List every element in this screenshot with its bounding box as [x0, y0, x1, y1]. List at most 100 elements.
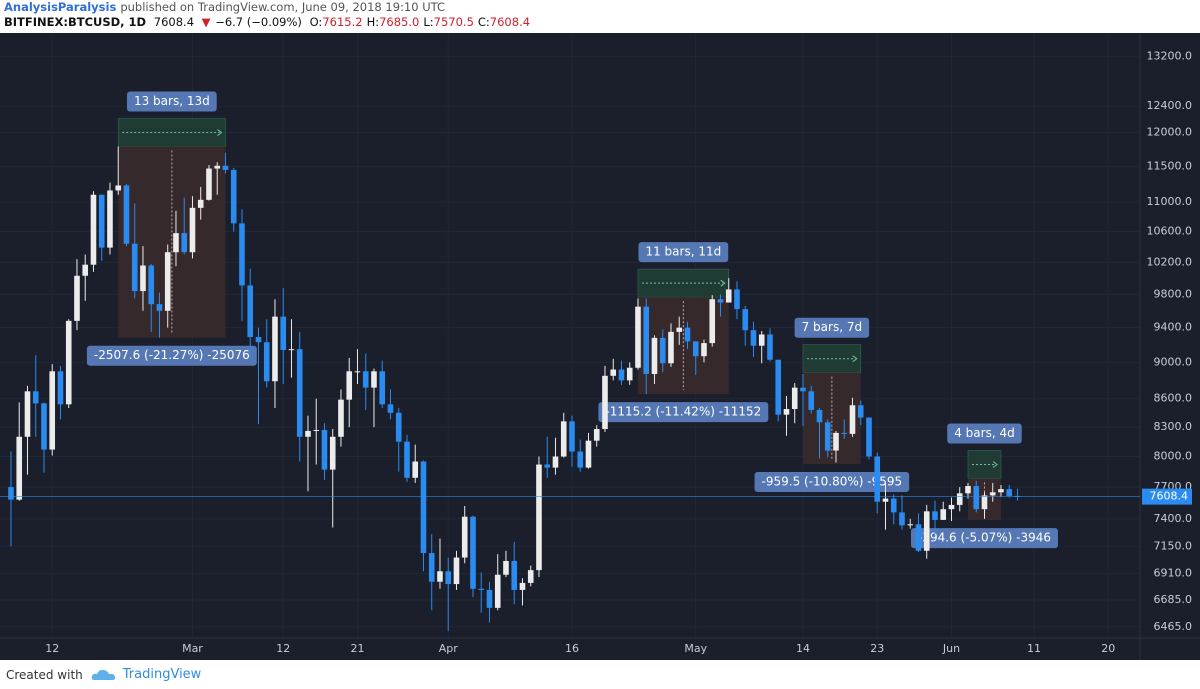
candle-body: [758, 334, 765, 346]
author[interactable]: AnalysisParalysis: [4, 0, 117, 14]
candle-body: [49, 371, 56, 450]
candle-body: [164, 252, 171, 311]
candle-body: [247, 285, 254, 338]
ohlc-key: L:: [423, 15, 434, 29]
x-tick-label: 14: [796, 642, 810, 655]
candle-body: [371, 371, 377, 388]
candle-body: [651, 337, 658, 375]
candle-body: [32, 391, 39, 404]
candle-body: [197, 199, 204, 208]
candle-body: [263, 342, 270, 382]
measures: [117, 118, 1002, 521]
candle-body: [874, 456, 881, 502]
candle-body: [816, 409, 823, 423]
candle-body: [445, 571, 452, 585]
candle-body: [676, 327, 683, 332]
candle-body: [734, 289, 740, 310]
x-tick-label: 12: [45, 642, 59, 655]
candle-body: [395, 412, 402, 442]
change-arrow: ▼: [201, 15, 211, 29]
logo: [91, 669, 115, 680]
candle-body: [222, 165, 229, 170]
candle-body: [338, 399, 344, 437]
candle-body: [321, 429, 328, 470]
published: published on TradingView.com, June 09, 2…: [120, 0, 445, 14]
candle-body: [296, 349, 303, 437]
brand[interactable]: TradingView: [122, 667, 202, 682]
x-tick-label: 20: [1101, 642, 1115, 655]
candle-body: [783, 409, 790, 415]
candle-body: [998, 489, 1004, 493]
last-price-tag: [1142, 488, 1192, 505]
y-tick-label: 12400.0: [1147, 99, 1193, 112]
candle-body: [742, 309, 749, 331]
candle-body: [775, 359, 782, 415]
candle-body: [948, 504, 955, 510]
candle-body: [989, 492, 996, 496]
candle-body: [882, 498, 889, 502]
arrow-head: [720, 279, 726, 287]
candle-body: [305, 430, 311, 437]
y-tick-label: 7150.0: [1154, 539, 1193, 552]
candle-body: [173, 233, 179, 253]
measure-label-bg: [910, 528, 1058, 549]
candle-body: [940, 509, 947, 520]
change: −6.7 (−0.09%): [215, 15, 302, 29]
candle-body: [206, 168, 212, 200]
candle-body: [890, 498, 897, 513]
arrow-head: [992, 461, 998, 468]
ohlc-value: 7615.2: [322, 15, 363, 29]
candle-body: [511, 560, 518, 590]
candle-body: [717, 299, 724, 303]
candle-body: [626, 367, 633, 381]
candle-body: [849, 405, 856, 434]
candle-body: [725, 289, 732, 303]
candle-body: [956, 493, 963, 505]
candle-body: [709, 299, 716, 344]
candle-body: [659, 337, 666, 364]
candle-body: [148, 265, 155, 305]
created-with: Created with: [6, 667, 83, 682]
candle-body: [932, 511, 938, 520]
candle-body: [808, 391, 815, 410]
measure-label-bg: [794, 317, 870, 338]
candle-body: [701, 343, 707, 357]
measure-label: 13 bars, 13d: [134, 94, 210, 108]
candle-body: [288, 349, 295, 351]
candle-body: [684, 327, 691, 342]
y-tick-label: 9000.0: [1154, 355, 1193, 368]
candle-body: [643, 306, 650, 375]
y-tick-label: 7400.0: [1154, 512, 1193, 525]
measure-label: -959.5 (-10.80%) -9595: [762, 475, 903, 489]
y-tick-label: 6910.0: [1154, 567, 1193, 580]
ohlc-key: O:: [309, 15, 323, 29]
measure-label-bg: [947, 423, 1022, 444]
candle-body: [841, 432, 848, 434]
last-price-label: 7608.4: [1150, 490, 1189, 503]
candle-body: [57, 371, 64, 405]
y-tick-label: 6685.0: [1154, 593, 1193, 606]
publish-line: AnalysisParalysis published on TradingVie…: [4, 0, 1200, 15]
candle-body: [404, 441, 410, 478]
y-tick-label: 8600.0: [1154, 392, 1193, 405]
measure-label: 11 bars, 11d: [645, 245, 721, 259]
candle-body: [857, 405, 864, 418]
candle-body: [329, 436, 336, 470]
candle-body: [791, 387, 798, 410]
measure-label: -1115.2 (-11.42%) -11152: [605, 405, 761, 419]
candle-body: [1006, 489, 1013, 496]
candle-body: [214, 165, 221, 169]
x-tick-label: 21: [350, 642, 364, 655]
candle-body: [115, 185, 122, 191]
candle-body: [74, 275, 80, 321]
measure-label: 4 bars, 4d: [954, 426, 1015, 440]
last-price: 7608.4: [153, 15, 195, 29]
candle-body: [824, 422, 831, 451]
candle-body: [387, 404, 394, 413]
candle-body: [470, 516, 476, 589]
x-tick-label: Mar: [182, 642, 203, 655]
candle-body: [560, 421, 567, 457]
y-tick-label: 11500.0: [1147, 159, 1193, 172]
candle-body: [503, 560, 509, 575]
x-tick-label: 23: [870, 642, 884, 655]
